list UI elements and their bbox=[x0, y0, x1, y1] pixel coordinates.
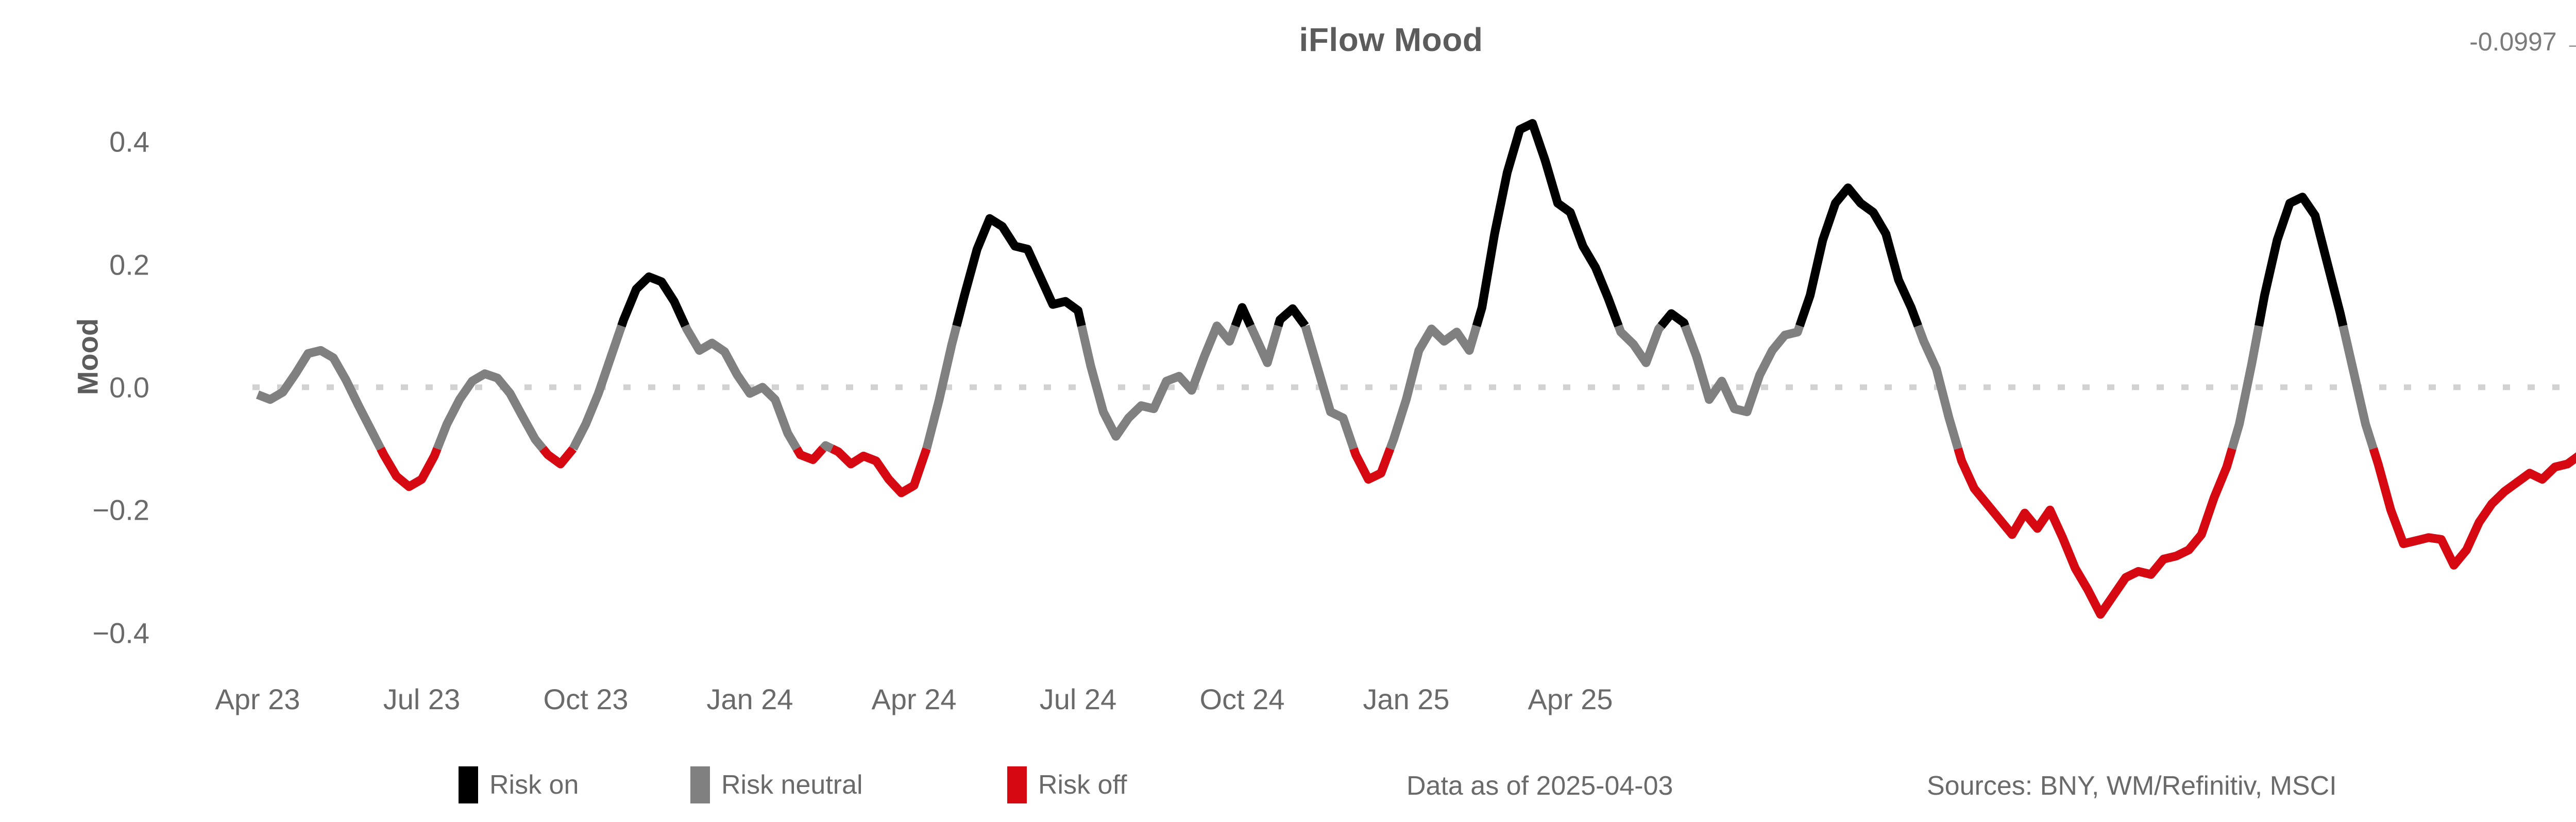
mood-line-segment bbox=[2369, 447, 2576, 570]
mood-line-segment bbox=[952, 214, 1086, 327]
mood-line-segment bbox=[793, 446, 826, 464]
mood-line-segment bbox=[681, 324, 801, 451]
mood-line-segment bbox=[1349, 447, 1395, 484]
mood-line-segment bbox=[1954, 447, 2236, 619]
mood-line-segment bbox=[1913, 324, 1962, 450]
x-tick-label: Oct 24 bbox=[1199, 683, 1285, 715]
sources-text: Sources: BNY, WM/Refinitiv, MSCI bbox=[1927, 771, 2337, 801]
page-title: iFlow Mood bbox=[1299, 21, 1483, 58]
mood-line-segment bbox=[377, 447, 442, 491]
mood-line-segment bbox=[2228, 325, 2263, 450]
mood-line-segment bbox=[1657, 309, 1689, 329]
mood-line-segment bbox=[1301, 324, 1358, 450]
mood-line-chart bbox=[252, 119, 2576, 619]
mood-line-segment bbox=[539, 446, 577, 469]
y-tick-label: 0.2 bbox=[109, 248, 149, 281]
legend-swatch-risk-on bbox=[459, 766, 478, 803]
legend-item-risk-on: Risk on bbox=[459, 766, 579, 803]
data-as-of-text: Data as of 2025-04-03 bbox=[1406, 771, 1673, 801]
mood-line-segment bbox=[830, 444, 931, 498]
x-tick-label: Apr 25 bbox=[1528, 683, 1613, 715]
mood-line-segment bbox=[256, 346, 385, 451]
legend-label-risk-off: Risk off bbox=[1038, 770, 1127, 800]
chart-legend: Risk on Risk neutral Risk off Data as of… bbox=[0, 762, 2576, 809]
status-badge: -0.0997 → risk neutral bbox=[2469, 27, 2576, 56]
mood-line-segment bbox=[569, 324, 626, 451]
y-tick-label: 0.4 bbox=[109, 125, 149, 158]
x-tick-label: Apr 23 bbox=[215, 683, 300, 715]
mood-line-segment bbox=[433, 369, 547, 452]
mood-line-segment bbox=[922, 324, 961, 450]
mood-line-segment bbox=[1795, 183, 1922, 328]
y-tick-label: 0.0 bbox=[109, 371, 149, 404]
mood-line-segment bbox=[2338, 324, 2378, 450]
mood-line-segment bbox=[1386, 324, 1481, 451]
mood-line-segment bbox=[2255, 193, 2348, 327]
mood-line-segment bbox=[819, 441, 834, 453]
legend-swatch-risk-off bbox=[1007, 766, 1027, 803]
mood-line-segment bbox=[1614, 323, 1665, 367]
mood-line-segment bbox=[1246, 324, 1283, 367]
mood-line-segment bbox=[1681, 324, 1804, 417]
y-tick-label: −0.4 bbox=[92, 616, 149, 649]
x-tick-label: Jul 24 bbox=[1039, 683, 1117, 715]
mood-line-segment bbox=[617, 272, 690, 328]
x-tick-label: Jul 23 bbox=[383, 683, 461, 715]
x-tick-label: Apr 24 bbox=[871, 683, 957, 715]
mood-line-segment bbox=[1077, 321, 1240, 441]
mood-line-segment bbox=[1472, 119, 1623, 328]
legend-item-risk-off: Risk off bbox=[1007, 766, 1127, 803]
x-tick-label: Jan 24 bbox=[706, 683, 793, 715]
mood-line-segment bbox=[1274, 304, 1309, 329]
mood-line-segment bbox=[1231, 303, 1255, 328]
legend-label-risk-neutral: Risk neutral bbox=[721, 770, 863, 800]
legend-label-risk-on: Risk on bbox=[489, 770, 579, 800]
y-tick-label: −0.2 bbox=[92, 493, 149, 526]
legend-item-risk-neutral: Risk neutral bbox=[690, 766, 863, 803]
x-tick-label: Oct 23 bbox=[543, 683, 629, 715]
x-tick-label: Jan 25 bbox=[1363, 683, 1450, 715]
legend-swatch-risk-neutral bbox=[690, 766, 710, 803]
